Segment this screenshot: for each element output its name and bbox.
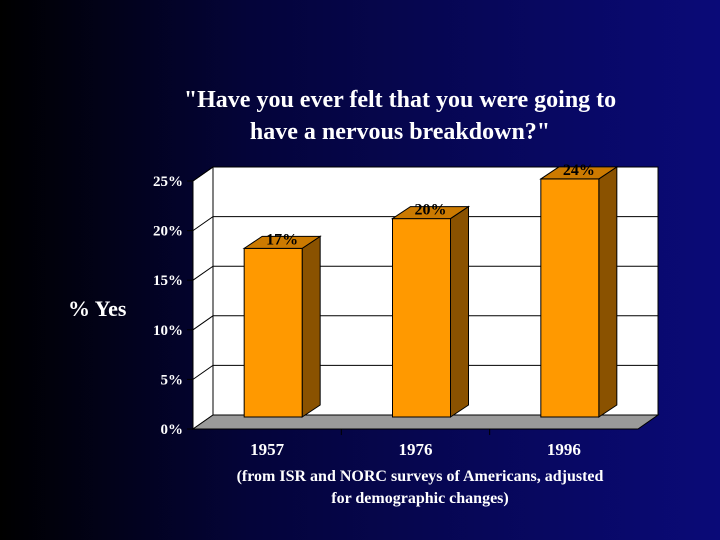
- y-tick-label: 15%: [153, 273, 183, 289]
- chart-title-line-2: have a nervous breakdown?": [249, 119, 551, 145]
- chart-title-line-1: "Have you ever felt that you were going …: [183, 87, 617, 113]
- y-tick-label: 10%: [153, 323, 183, 339]
- data-label: 20%: [415, 202, 447, 219]
- bar-side: [301, 235, 321, 418]
- bar: [243, 247, 303, 418]
- bar-top: [539, 166, 619, 180]
- bar-side: [598, 165, 618, 418]
- bar-top: [242, 235, 322, 249]
- gridline: [192, 265, 658, 281]
- chart-title: "Have you ever felt that you were going …: [130, 84, 670, 148]
- gridline: [192, 216, 658, 232]
- y-tick-label: 0%: [161, 422, 184, 438]
- bar: [540, 178, 600, 418]
- data-label: 24%: [563, 162, 595, 179]
- chart-caption-line-2: for demographic changes): [331, 490, 509, 507]
- chart-caption: (from ISR and NORC surveys of Americans,…: [190, 466, 650, 510]
- y-tick-label: 25%: [153, 174, 183, 190]
- y-tick-label: 20%: [153, 224, 183, 240]
- chart-caption-line-1: (from ISR and NORC surveys of Americans,…: [236, 468, 604, 485]
- plot-left-wall: [192, 166, 214, 430]
- y-tick-label: 5%: [161, 372, 184, 388]
- gridline: [192, 315, 658, 331]
- x-tick-label: 1957: [250, 440, 285, 459]
- gridline: [192, 166, 658, 182]
- bar: [392, 218, 451, 418]
- bar-side: [450, 205, 469, 418]
- x-tick-label: 1996: [547, 440, 581, 459]
- bar-top: [390, 206, 471, 220]
- y-axis-label: % Yes: [68, 296, 127, 321]
- x-tick-label: 1976: [399, 440, 433, 459]
- data-label: 17%: [266, 231, 298, 248]
- gridline: [192, 364, 658, 380]
